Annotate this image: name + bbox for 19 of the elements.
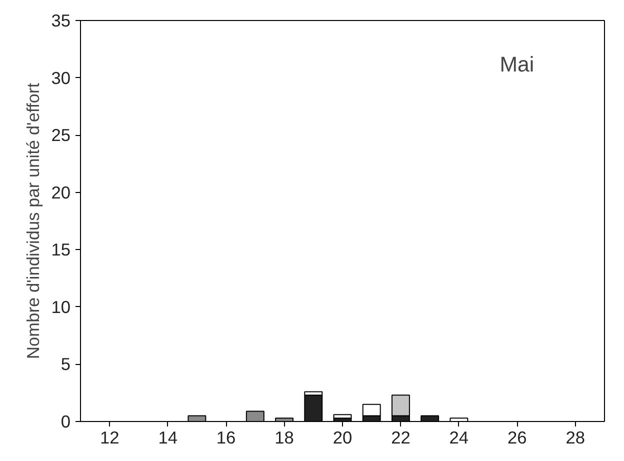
x-tick-label: 14 bbox=[158, 428, 178, 448]
x-tick-label: 24 bbox=[449, 428, 469, 448]
x-tick-label: 22 bbox=[391, 428, 410, 448]
x-tick-label: 16 bbox=[216, 428, 236, 448]
x-tick-label: 20 bbox=[332, 428, 352, 448]
y-tick-label: 25 bbox=[51, 125, 71, 146]
x-tick-label: 28 bbox=[566, 428, 586, 448]
y-tick-label: 10 bbox=[51, 296, 71, 317]
annotation: Mai bbox=[500, 52, 534, 77]
y-axis-title: Nombre d'individus par unité d'effort bbox=[23, 82, 44, 359]
y-tick-label: 5 bbox=[60, 354, 71, 374]
x-tick-label: 18 bbox=[274, 428, 294, 448]
x-tick-label: 12 bbox=[100, 428, 120, 448]
y-tick-label: 20 bbox=[51, 182, 71, 202]
y-tick-label: 0 bbox=[60, 412, 71, 432]
y-tick-label: 35 bbox=[51, 10, 71, 30]
x-tick-label: 26 bbox=[508, 428, 527, 448]
y-tick-label: 30 bbox=[51, 68, 71, 88]
y-tick-label: 15 bbox=[51, 240, 71, 260]
